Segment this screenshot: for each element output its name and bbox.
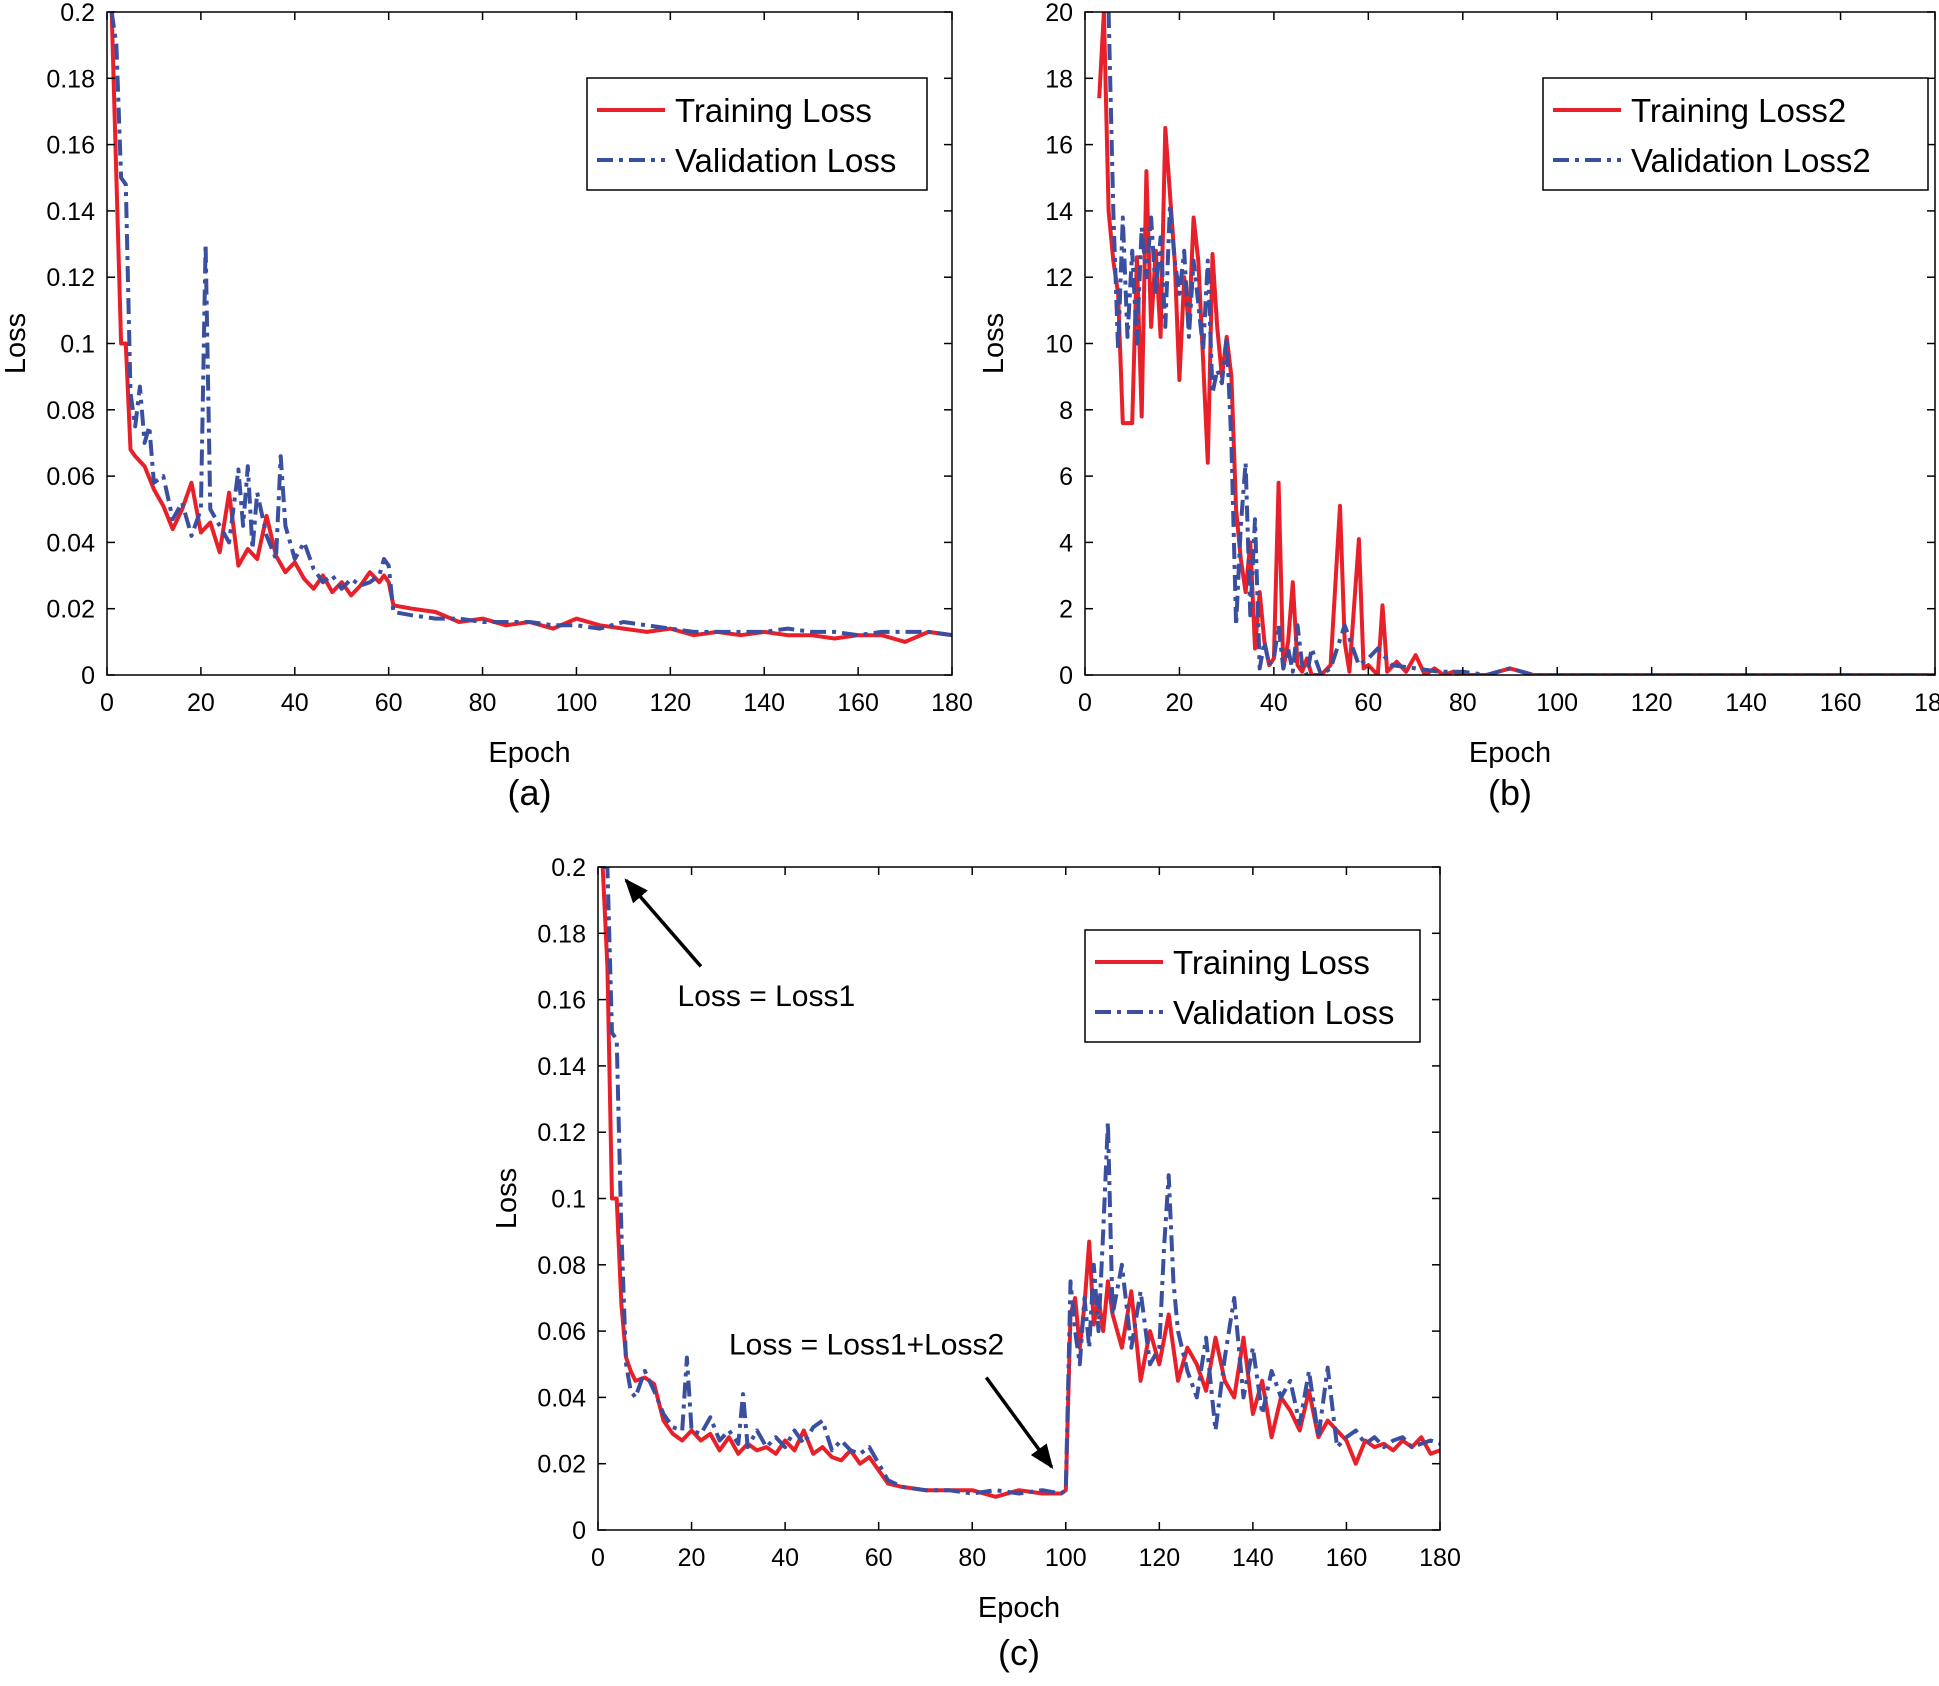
x-tick-label: 60 [375, 689, 403, 717]
y-tick-label: 8 [1059, 397, 1073, 425]
panel-label: (b) [1488, 772, 1532, 813]
chart-panel-a: 0 20 40 60 80 100 120 140 160 180 0 0.02 0.04 0.06 0.0… [0, 0, 973, 813]
y-tick-label: 2 [1059, 596, 1073, 624]
panel-label: (c) [998, 1632, 1040, 1673]
y-tick-label: 0.2 [551, 854, 586, 882]
x-tick-label: 60 [1354, 689, 1382, 717]
x-tick-label: 20 [678, 1544, 706, 1572]
legend: Training Loss Validation Loss [586, 77, 928, 191]
x-axis-label: Epoch [488, 737, 570, 769]
y-tick-label: 0.18 [537, 920, 586, 948]
chart-panel-b: 0 20 40 60 80 100 120 140 160 180 0 2 4 6 8 10 12 14 16 18 2… [978, 0, 1939, 813]
x-tick-label: 0 [591, 1544, 605, 1572]
x-tick-label: 100 [1045, 1544, 1087, 1572]
y-axis-label: Loss [978, 313, 1010, 374]
y-tick-label: 0.04 [46, 529, 95, 557]
x-tick-label: 120 [1631, 689, 1673, 717]
y-tick-label: 0.12 [537, 1119, 586, 1147]
legend-box [1542, 77, 1929, 191]
x-tick-label: 40 [281, 689, 309, 717]
x-tick-label: 140 [1725, 689, 1767, 717]
annotation-text: Loss = Loss1+Loss2 [729, 1328, 1004, 1361]
y-tick-label: 16 [1045, 132, 1073, 160]
chart-panel-c: 0 20 40 60 80 100 120 140 160 180 0 0.02 0.04 0.06 0.0… [491, 854, 1461, 1673]
series-line-validation [602, 867, 1440, 1496]
y-tick-label: 0.1 [60, 331, 95, 359]
y-tick-label: 0.14 [537, 1053, 586, 1081]
x-tick-label: 60 [865, 1544, 893, 1572]
x-tick-label: 40 [1260, 689, 1288, 717]
x-axis-label: Epoch [978, 1592, 1060, 1624]
x-tick-label: 40 [771, 1544, 799, 1572]
y-tick-label: 4 [1059, 529, 1073, 557]
y-tick-label: 18 [1045, 65, 1073, 93]
x-tick-label: 160 [1820, 689, 1862, 717]
y-tick-label: 6 [1059, 463, 1073, 491]
y-tick-label: 0.08 [537, 1252, 586, 1280]
y-axis-label: Loss [491, 1168, 523, 1229]
x-tick-label: 80 [469, 689, 497, 717]
legend-box [586, 77, 928, 191]
annotation-text: Loss = Loss1 [678, 980, 856, 1013]
x-tick-label: 0 [1078, 689, 1092, 717]
y-tick-label: 14 [1045, 198, 1073, 226]
x-tick-label: 140 [743, 689, 785, 717]
panel-label: (a) [508, 772, 552, 813]
legend: Training Loss Validation Loss [1084, 929, 1421, 1043]
y-tick-label: 12 [1045, 264, 1073, 292]
legend-entry: Training Loss2 [1631, 92, 1846, 129]
y-tick-label: 0.04 [537, 1384, 586, 1412]
x-tick-label: 20 [1166, 689, 1194, 717]
x-tick-label: 100 [556, 689, 598, 717]
y-tick-label: 0 [572, 1517, 586, 1545]
y-tick-label: 0.02 [46, 596, 95, 624]
x-tick-label: 140 [1232, 1544, 1274, 1572]
y-tick-label: 0.12 [46, 264, 95, 292]
x-tick-label: 80 [958, 1544, 986, 1572]
annotation-arrow [984, 1376, 1054, 1469]
y-tick-label: 0.06 [537, 1318, 586, 1346]
legend-entry: Validation Loss [675, 142, 896, 179]
legend-entry: Training Loss [1173, 944, 1370, 981]
x-tick-label: 120 [1138, 1544, 1180, 1572]
y-tick-label: 0.16 [46, 132, 95, 160]
x-tick-label: 0 [100, 689, 114, 717]
y-tick-label: 0.06 [46, 463, 95, 491]
x-tick-label: 120 [649, 689, 691, 717]
y-tick-label: 0.2 [60, 0, 95, 27]
x-tick-label: 20 [187, 689, 215, 717]
x-tick-label: 100 [1536, 689, 1578, 717]
y-tick-label: 10 [1045, 331, 1073, 359]
y-tick-label: 0.18 [46, 65, 95, 93]
y-tick-label: 0 [1059, 662, 1073, 690]
legend-entry: Training Loss [675, 92, 872, 129]
x-tick-label: 160 [837, 689, 879, 717]
x-tick-label: 180 [1419, 1544, 1461, 1572]
y-tick-label: 0 [81, 662, 95, 690]
x-tick-label: 180 [1914, 689, 1939, 717]
x-tick-label: 160 [1326, 1544, 1368, 1572]
annotation-arrow [624, 878, 703, 968]
y-tick-label: 0.02 [537, 1451, 586, 1479]
x-tick-label: 180 [931, 689, 973, 717]
legend-entry: Validation Loss [1173, 994, 1394, 1031]
legend-entry: Validation Loss2 [1631, 142, 1871, 179]
y-tick-label: 0.1 [551, 1186, 586, 1214]
y-tick-label: 20 [1045, 0, 1073, 27]
legend: Training Loss2 Validation Loss2 [1542, 77, 1929, 191]
legend-box [1084, 929, 1421, 1043]
y-tick-label: 0.08 [46, 397, 95, 425]
x-axis-label: Epoch [1469, 737, 1551, 769]
x-tick-label: 80 [1449, 689, 1477, 717]
y-tick-label: 0.16 [537, 987, 586, 1015]
y-axis-label: Loss [0, 313, 32, 374]
y-tick-label: 0.14 [46, 198, 95, 226]
series-line-validation [1106, 12, 1935, 675]
